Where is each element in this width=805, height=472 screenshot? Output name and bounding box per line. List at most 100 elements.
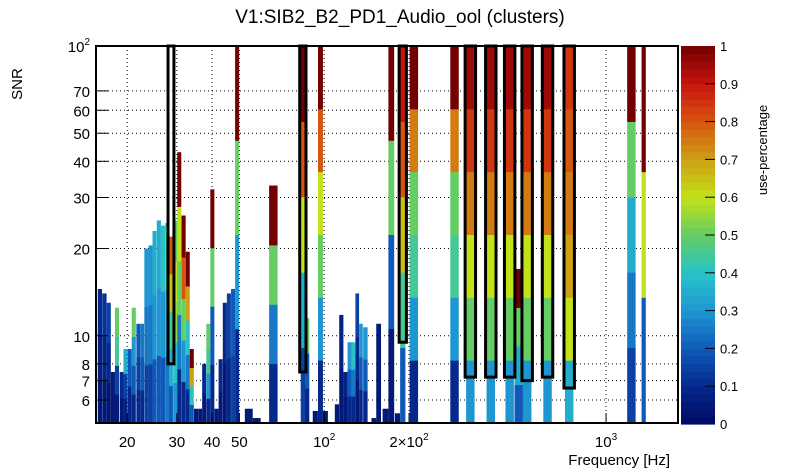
x-tick-label: 40 — [204, 434, 221, 451]
colorbar-segment — [681, 401, 715, 410]
heatmap-cell — [466, 297, 475, 361]
colorbar-label: use-percentage — [755, 105, 770, 195]
heatmap-cell — [214, 408, 219, 424]
heatmap-cell — [376, 323, 382, 374]
heatmap-cell — [400, 46, 406, 122]
heatmap-cell — [343, 397, 348, 424]
heatmap-cell — [486, 234, 496, 298]
heatmap-cell — [110, 397, 115, 424]
x-tick-exponent: 3 — [612, 432, 618, 443]
heatmap-cell — [486, 360, 496, 424]
heatmap-cell — [564, 234, 574, 298]
heatmap-cell — [466, 46, 475, 110]
heatmap-cell — [161, 225, 166, 292]
heatmap-cell — [144, 364, 149, 424]
y-axis-label: SNR — [9, 68, 26, 100]
x-tick-label: 20 — [119, 434, 136, 451]
heatmap-cell — [627, 272, 636, 349]
colorbar-segment — [681, 318, 715, 327]
plot-cells — [97, 46, 646, 424]
heatmap-cell — [388, 140, 395, 235]
heatmap-cell — [177, 260, 182, 316]
colorbar-segment — [681, 272, 715, 281]
heatmap-cell — [486, 171, 496, 235]
heatmap-cell — [400, 272, 406, 349]
colorbar-tick-label: 0 — [720, 417, 727, 432]
colorbar-segment — [681, 295, 715, 304]
heatmap-cell — [210, 247, 215, 307]
heatmap-cell — [450, 171, 459, 235]
heatmap-cell — [235, 234, 240, 330]
x-tick-label: 30 — [168, 434, 185, 451]
colorbar-segment — [681, 310, 715, 319]
colorbar-segment — [681, 212, 715, 221]
heatmap-cell — [136, 356, 141, 391]
colorbar-segment — [681, 204, 715, 213]
colorbar-segment — [681, 393, 715, 402]
heatmap-cell — [161, 291, 166, 358]
colorbar-tick-label: 0.2 — [720, 341, 738, 356]
chart-title: V1:SIB2_B2_PD1_Audio_ool (clusters) — [235, 7, 565, 28]
heatmap-cell — [189, 349, 194, 369]
colorbar-segment — [681, 129, 715, 138]
heatmap-cell — [486, 297, 496, 361]
colorbar-segment — [681, 182, 715, 191]
heatmap-cell — [388, 234, 395, 330]
plot-frame — [95, 45, 679, 424]
heatmap-cell — [505, 46, 514, 110]
heatmap-cell — [400, 121, 406, 198]
heatmap-cell — [102, 379, 107, 424]
y-tick-label: 30 — [73, 191, 90, 208]
heatmap-cell — [152, 294, 157, 360]
heatmap-cell — [564, 360, 574, 424]
colorbar-segment — [681, 355, 715, 365]
heatmap-cell — [347, 369, 352, 397]
heatmap-cell — [300, 347, 306, 424]
heatmap-cell — [181, 340, 186, 383]
heatmap-cell — [505, 108, 514, 173]
heatmap-cell — [114, 394, 120, 424]
heatmap-cell — [202, 363, 207, 394]
heatmap-cell — [210, 364, 215, 424]
heatmap-cell — [450, 46, 459, 110]
heatmap-cell — [339, 368, 344, 424]
heatmap-cell — [185, 388, 190, 424]
heatmap-cell — [106, 302, 111, 344]
heatmap-cell — [400, 196, 406, 273]
heatmap-cell — [514, 307, 523, 347]
heatmap-cell — [97, 333, 103, 379]
colorbar-segment — [681, 151, 715, 160]
heatmap-cell — [564, 171, 574, 235]
heatmap-cell — [169, 236, 173, 275]
colorbar-segment — [681, 325, 715, 334]
x-tick-label: 2×102 — [389, 432, 429, 451]
heatmap-cell — [206, 323, 211, 350]
heatmap-cell — [114, 336, 120, 366]
y-tick-label: 6 — [82, 393, 90, 410]
heatmap-cell — [152, 358, 157, 424]
colorbar-segment — [681, 227, 715, 236]
y-tick-label: 10 — [73, 329, 90, 346]
heatmap-cell — [152, 230, 157, 296]
heatmap-cell — [359, 323, 363, 358]
colorbar-segment — [681, 144, 715, 153]
heatmap-cell — [359, 389, 363, 424]
heatmap-cell — [110, 371, 115, 398]
heatmap-cell — [123, 349, 128, 375]
colorbar-segment — [681, 280, 715, 289]
heatmap-cell — [189, 404, 194, 424]
colorbar-segment — [681, 257, 715, 266]
heatmap-cell — [363, 327, 368, 360]
heatmap-cell — [231, 356, 236, 424]
colorbar-segment — [681, 46, 715, 55]
colorbar-segment — [681, 197, 715, 206]
heatmap-cell — [400, 347, 406, 424]
heatmap-cell — [131, 336, 136, 366]
colorbar-segment — [681, 348, 715, 357]
heatmap-cell — [363, 359, 368, 392]
x-axis-label: Frequency [Hz] — [568, 452, 670, 469]
heatmap-cell — [123, 398, 128, 424]
heatmap-cell — [222, 362, 227, 424]
heatmap-cell — [514, 345, 523, 385]
